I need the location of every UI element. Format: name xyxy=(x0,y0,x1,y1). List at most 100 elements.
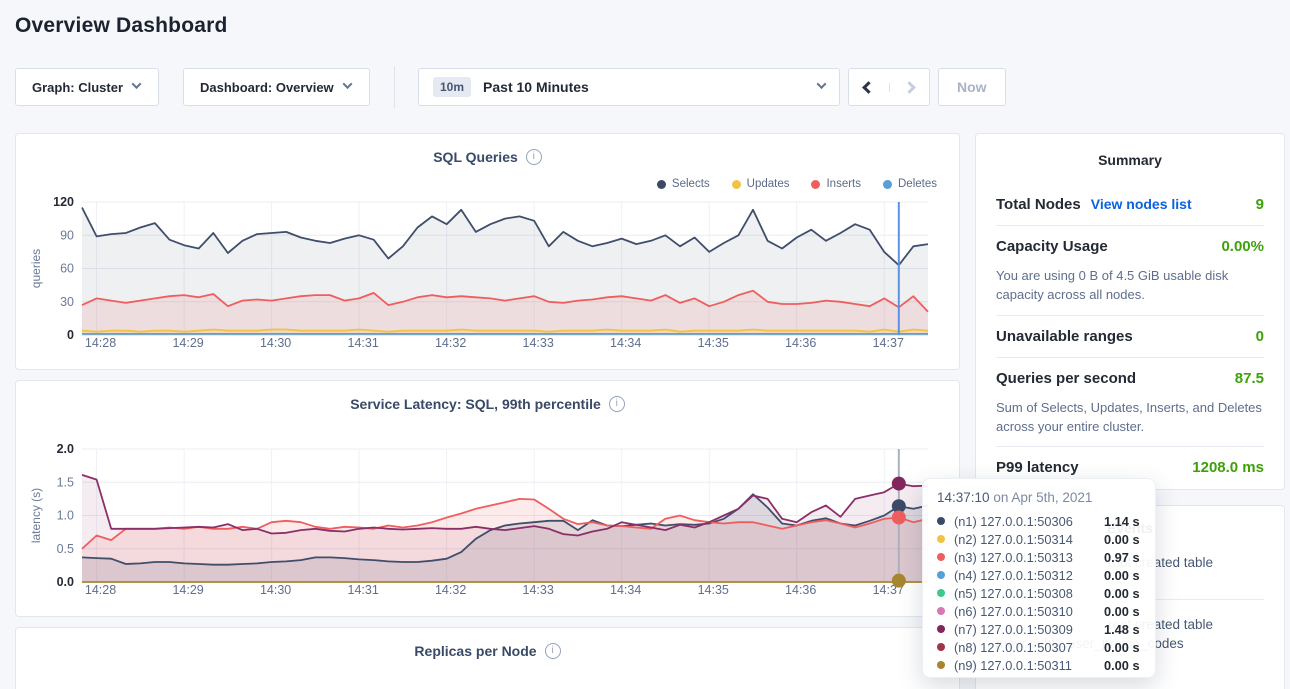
p99-latency-value: 1208.0 ms xyxy=(1192,459,1264,476)
legend-label: Selects xyxy=(672,178,710,190)
svg-text:14:30: 14:30 xyxy=(260,583,291,597)
svg-text:14:35: 14:35 xyxy=(698,583,729,597)
svg-text:14:36: 14:36 xyxy=(785,336,816,350)
tooltip-node-value: 1.48 s xyxy=(1104,622,1140,637)
svg-text:14:36: 14:36 xyxy=(785,583,816,597)
page-title: Overview Dashboard xyxy=(15,14,228,38)
tooltip-row: (n9) 127.0.0.1:503110.00 s xyxy=(937,656,1141,674)
queries-per-second-value: 87.5 xyxy=(1235,370,1264,387)
tooltip-node-label: (n7) 127.0.0.1:50309 xyxy=(954,622,1104,637)
tooltip-row: (n5) 127.0.0.1:503080.00 s xyxy=(937,584,1141,602)
legend-label: Deletes xyxy=(898,178,937,190)
info-icon[interactable]: i xyxy=(609,396,625,412)
tooltip-node-label: (n9) 127.0.0.1:50311 xyxy=(954,658,1104,673)
series-dot-icon xyxy=(937,589,945,597)
tooltip-node-label: (n5) 127.0.0.1:50308 xyxy=(954,586,1104,601)
tooltip-timestamp: 14:37:10 on Apr 5th, 2021 xyxy=(937,490,1141,505)
capacity-usage-value: 0.00% xyxy=(1221,238,1264,255)
legend-item-inserts[interactable]: Inserts xyxy=(811,178,861,190)
svg-text:14:33: 14:33 xyxy=(523,583,554,597)
time-range-label: Past 10 Minutes xyxy=(483,79,818,95)
svg-text:0.0: 0.0 xyxy=(57,575,74,589)
tooltip-row: (n4) 127.0.0.1:503120.00 s xyxy=(937,566,1141,584)
divider xyxy=(394,66,395,108)
tooltip-time: 14:37:10 xyxy=(937,490,990,505)
series-dot-icon xyxy=(937,553,945,561)
tooltip-node-label: (n4) 127.0.0.1:50312 xyxy=(954,568,1104,583)
queries-per-second-description: Sum of Selects, Updates, Inserts, and De… xyxy=(996,399,1264,447)
svg-text:0.5: 0.5 xyxy=(57,542,74,556)
series-dot-icon xyxy=(937,625,945,633)
series-dot-icon xyxy=(937,571,945,579)
capacity-usage-row: Capacity Usage 0.00% xyxy=(996,226,1264,267)
svg-text:14:29: 14:29 xyxy=(172,336,203,350)
info-icon[interactable]: i xyxy=(526,149,542,165)
tooltip-node-label: (n3) 127.0.0.1:50313 xyxy=(954,550,1104,565)
dashboard-dropdown[interactable]: Dashboard: Overview xyxy=(183,68,370,106)
replicas-per-node-panel: Replicas per Node i xyxy=(15,627,960,689)
capacity-usage-label: Capacity Usage xyxy=(996,238,1108,255)
queries-per-second-row: Queries per second 87.5 xyxy=(996,358,1264,399)
service-latency-chart[interactable]: 14:2814:2914:3014:3114:3214:3314:3414:35… xyxy=(20,440,955,612)
chevron-right-icon xyxy=(903,81,916,94)
tooltip-node-value: 1.14 s xyxy=(1104,514,1140,529)
series-dot-icon xyxy=(937,517,945,525)
tooltip-node-value: 0.00 s xyxy=(1104,640,1140,655)
tooltip-date: on Apr 5th, 2021 xyxy=(990,490,1093,505)
time-range-shortcut-badge: 10m xyxy=(433,77,471,97)
tooltip-node-value: 0.00 s xyxy=(1104,658,1140,673)
total-nodes-label: Total Nodes xyxy=(996,196,1081,213)
svg-text:14:30: 14:30 xyxy=(260,336,291,350)
info-icon[interactable]: i xyxy=(545,643,561,659)
svg-text:14:35: 14:35 xyxy=(698,336,729,350)
svg-text:14:34: 14:34 xyxy=(610,336,641,350)
tooltip-row: (n6) 127.0.0.1:503100.00 s xyxy=(937,602,1141,620)
legend-dot-icon xyxy=(883,180,892,189)
tooltip-row: (n3) 127.0.0.1:503130.97 s xyxy=(937,548,1141,566)
svg-text:120: 120 xyxy=(53,195,74,209)
svg-text:queries: queries xyxy=(29,249,43,288)
svg-text:14:29: 14:29 xyxy=(172,583,203,597)
graph-scope-dropdown[interactable]: Graph: Cluster xyxy=(15,68,159,106)
prev-time-window-button[interactable] xyxy=(849,83,889,92)
chevron-left-icon xyxy=(862,81,875,94)
total-nodes-value: 9 xyxy=(1256,196,1264,213)
tooltip-node-value: 0.00 s xyxy=(1104,586,1140,601)
svg-text:14:32: 14:32 xyxy=(435,336,466,350)
legend-dot-icon xyxy=(811,180,820,189)
series-dot-icon xyxy=(937,607,945,615)
p99-latency-label: P99 latency xyxy=(996,459,1079,476)
tooltip-node-value: 0.00 s xyxy=(1104,532,1140,547)
view-nodes-list-link[interactable]: View nodes list xyxy=(1091,196,1192,212)
now-button[interactable]: Now xyxy=(938,68,1006,106)
svg-text:14:31: 14:31 xyxy=(348,336,379,350)
chart-legend: Selects Updates Inserts Deletes xyxy=(657,178,937,190)
time-range-picker[interactable]: 10m Past 10 Minutes xyxy=(418,68,840,106)
series-dot-icon xyxy=(937,661,945,669)
sql-queries-panel: SQL Queries i SelectsUpdatesInsertsDelet… xyxy=(15,133,960,370)
tooltip-node-value: 0.00 s xyxy=(1104,568,1140,583)
dashboard-label: Dashboard: Overview xyxy=(200,80,334,95)
summary-panel: Summary Total Nodes View nodes list 9 Ca… xyxy=(975,133,1285,490)
tooltip-row: (n1) 127.0.0.1:503061.14 s xyxy=(937,512,1141,530)
legend-label: Inserts xyxy=(826,178,861,190)
legend-item-selects[interactable]: Selects xyxy=(657,178,710,190)
tooltip-rows: (n1) 127.0.0.1:503061.14 s(n2) 127.0.0.1… xyxy=(937,512,1141,674)
legend-item-deletes[interactable]: Deletes xyxy=(883,178,937,190)
next-time-window-button[interactable] xyxy=(889,83,930,92)
chevron-down-icon xyxy=(342,79,352,89)
queries-per-second-label: Queries per second xyxy=(996,370,1136,387)
overview-dashboard-page: Overview Dashboard Graph: Cluster Dashbo… xyxy=(0,0,1290,689)
series-dot-icon xyxy=(937,643,945,651)
svg-text:2.0: 2.0 xyxy=(57,442,74,456)
sql-queries-chart[interactable]: 14:2814:2914:3014:3114:3214:3314:3414:35… xyxy=(20,193,955,365)
legend-item-updates[interactable]: Updates xyxy=(732,178,790,190)
capacity-usage-description: You are using 0 B of 4.5 GiB usable disk… xyxy=(996,267,1264,315)
unavailable-ranges-row: Unavailable ranges 0 xyxy=(996,316,1264,357)
chevron-down-icon xyxy=(132,79,142,89)
svg-text:0: 0 xyxy=(67,328,74,342)
chevron-down-icon xyxy=(817,79,827,89)
total-nodes-row: Total Nodes View nodes list 9 xyxy=(996,190,1264,225)
service-latency-panel: Service Latency: SQL, 99th percentile i … xyxy=(15,380,960,617)
summary-title: Summary xyxy=(996,152,1264,168)
